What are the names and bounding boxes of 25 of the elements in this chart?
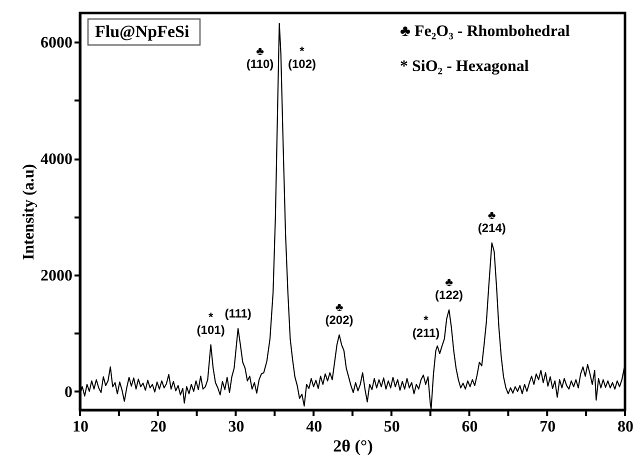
annotation: ♣ (122) [435,274,464,302]
y-tick-label: 4000 [40,151,72,168]
annotation: * SiO₂ - Hexagonal [400,58,530,75]
annotation: * (211) [412,313,440,340]
annotation: ♣ (110) [246,44,274,71]
annotation: ♣ (202) [325,300,354,327]
annotation: ♣ Fe₂O₃ - Rhombohedral [400,23,570,40]
x-tick-label: 30 [228,418,244,436]
annotation: * (102) [288,44,316,71]
y-tick-label: 2000 [40,267,72,284]
x-tick-label: 10 [72,418,88,436]
annotation: * (101) [196,310,225,337]
x-tick-label: 70 [540,418,556,436]
x-tick-label: 50 [384,418,400,436]
x-tick-label: 20 [150,418,166,436]
y-tick-label: 6000 [40,34,72,52]
x-tick-label: 40 [306,418,322,436]
x-axis-title: 2θ (°) [333,436,373,456]
annotation: ♣ (214) [478,208,506,235]
annotation: Flu@NpFeSi [95,22,190,41]
x-tick-label: 80 [618,418,633,436]
x-tick-label: 60 [462,418,478,436]
annotation: (111) [224,306,252,321]
y-tick-label: 0 [64,384,72,401]
y-axis-title: Intensity (a.u) [20,164,38,260]
